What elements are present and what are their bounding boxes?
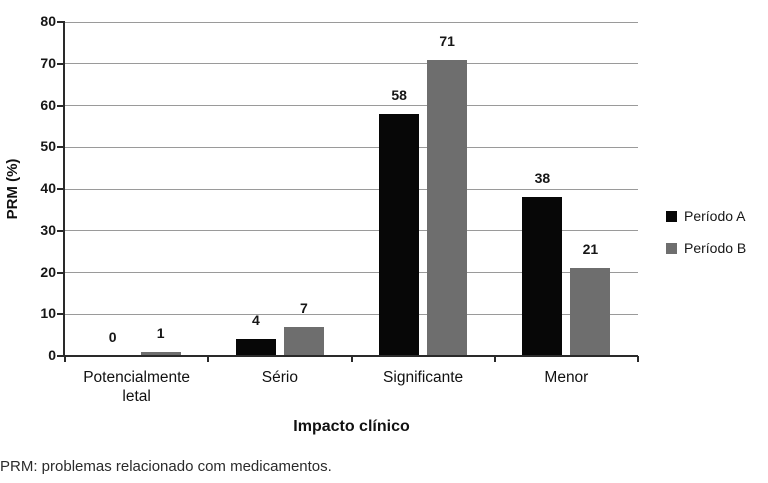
y-tick-label: 70 [40,54,56,71]
y-tick-label: 60 [40,96,56,113]
x-axis-line [63,355,638,357]
bar-período-a [379,113,420,356]
bar-value-label: 7 [299,299,308,316]
gridline [65,230,638,232]
category-label: Menor [544,369,589,386]
y-tick [57,62,65,65]
y-tick-label: 30 [40,221,56,238]
y-tick-label: 10 [40,305,56,322]
y-tick [57,313,65,316]
footnote: PRM: problemas relacionado com medicamen… [0,458,332,475]
bar-value-label: 4 [251,312,260,329]
gridline [65,105,638,106]
x-tick [207,356,210,362]
y-tick-label: 0 [48,347,56,363]
legend-item-periodo-b: Período B [666,239,746,257]
bar-período-a [235,339,276,356]
legend-label-periodo-a: Período A [684,208,746,224]
x-tick [637,356,639,362]
legend: Período A Período B [666,207,746,271]
y-axis-title: PRM (%) [4,158,21,220]
bar-período-a [522,197,563,356]
legend-item-periodo-a: Período A [666,207,746,225]
bar-value-label: 1 [156,324,165,341]
x-tick [493,356,496,362]
bar-período-b [570,268,611,356]
gridline [65,146,638,148]
y-tick [57,188,65,190]
y-axis-line [63,21,65,357]
y-tick-label: 80 [40,13,56,29]
y-tick [57,355,65,357]
gridline [65,313,638,315]
gridline [65,63,638,65]
category-label: Significante [383,369,464,386]
gridline [65,21,638,23]
gridline [65,188,638,190]
y-tick [57,21,65,23]
bar-período-b [283,326,324,356]
y-tick-label: 40 [40,180,56,196]
legend-label-periodo-b: Período B [684,240,747,256]
bar-value-label: 21 [582,241,599,258]
y-tick [57,271,65,274]
bar-value-label: 71 [439,32,455,49]
x-tick [64,356,66,362]
x-axis-title: Impacto clínico [293,418,410,435]
y-tick-label: 50 [40,138,56,155]
bar-value-label: 0 [108,329,117,345]
y-tick-label: 20 [40,263,56,280]
y-tick [57,146,65,149]
bar-período-b [140,351,181,356]
x-tick [350,356,353,362]
bar-value-label: 58 [391,86,407,103]
y-tick [57,104,65,107]
bar-período-b [427,59,468,356]
category-label: Potencialmente letal [83,369,191,405]
bar-value-label: 38 [534,170,551,187]
legend-swatch-periodo-b [666,242,677,254]
legend-swatch-periodo-a [666,210,677,222]
category-label: Sério [261,369,298,386]
y-tick [57,229,65,232]
gridline [65,272,638,273]
